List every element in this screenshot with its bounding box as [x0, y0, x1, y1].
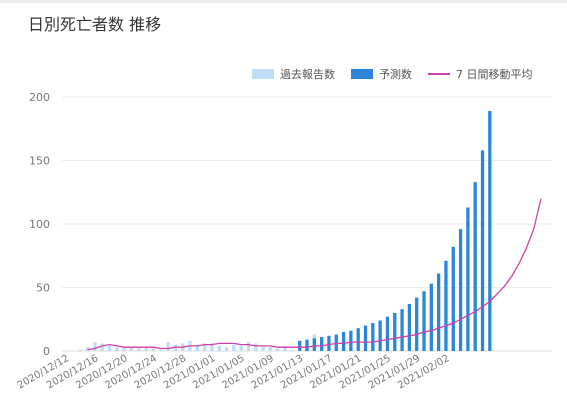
legend-item-avg[interactable]: 7 日間移動平均: [428, 66, 533, 82]
past-report-bar: [217, 345, 221, 351]
past-report-bar: [195, 344, 199, 351]
legend-label-forecast: 予測数: [379, 68, 412, 81]
forecast-bar: [371, 323, 375, 351]
past-report-bar: [232, 344, 236, 351]
past-report-bar: [224, 347, 229, 351]
past-report-bar: [151, 348, 156, 351]
y-tick-label: 0: [43, 345, 50, 358]
past-report-bar: [129, 347, 134, 351]
forecast-bar: [429, 283, 433, 351]
legend-item-past[interactable]: 過去報告数: [252, 66, 335, 82]
forecast-bar: [458, 229, 463, 351]
forecast-bar: [319, 337, 324, 351]
y-tick-label: 100: [29, 218, 50, 231]
legend-swatch-forecast: [351, 69, 373, 79]
legend: 過去報告数 予測数 7 日間移動平均: [252, 66, 533, 82]
chart-title: 日別死亡者数 推移: [28, 15, 162, 34]
forecast-bar: [341, 331, 346, 351]
past-report-bar: [283, 345, 287, 351]
forecast-bar: [473, 182, 477, 351]
y-tick-label: 150: [29, 155, 50, 168]
forecast-bar: [451, 246, 455, 351]
forecast-bar: [305, 339, 309, 351]
forecast-bar: [298, 340, 302, 351]
past-report-bar: [78, 349, 82, 351]
past-report-bar: [100, 343, 104, 351]
y-tick-label: 50: [36, 282, 50, 295]
y-tick-label: 200: [29, 91, 50, 104]
forecast-bar: [436, 273, 441, 351]
forecast-bar: [327, 335, 331, 351]
forecast-bar: [378, 320, 382, 351]
forecast-bar: [393, 312, 397, 351]
forecast-bar: [400, 309, 404, 351]
forecast-bar: [422, 291, 426, 351]
past-report-bar: [276, 348, 280, 351]
past-report-bar: [115, 347, 119, 351]
legend-label-past: 過去報告数: [280, 68, 335, 81]
forecast-bar: [385, 316, 390, 351]
past-report-bar: [144, 347, 148, 351]
past-report-bar: [268, 347, 273, 351]
past-report-bar: [166, 342, 170, 351]
past-report-bar: [290, 349, 295, 351]
past-report-bar: [261, 347, 265, 351]
past-report-bar: [239, 345, 243, 351]
past-report-bar: [122, 347, 126, 351]
legend-swatch-past: [252, 69, 274, 79]
legend-item-forecast[interactable]: 予測数: [351, 66, 412, 82]
past-report-bar: [210, 343, 214, 351]
legend-swatch-avg: [428, 73, 450, 75]
moving-average-line: [87, 198, 542, 351]
forecast-bar: [415, 297, 419, 351]
legend-label-avg: 7 日間移動平均: [456, 68, 533, 81]
forecast-bar: [312, 338, 316, 351]
past-report-bar: [93, 342, 97, 351]
past-report-bar: [107, 345, 112, 351]
past-report-bar: [137, 348, 141, 351]
top-border: [0, 0, 567, 3]
past-report-bar: [202, 343, 207, 351]
forecast-bar: [407, 304, 412, 351]
forecast-bar: [480, 150, 485, 351]
past-report-bar: [254, 343, 258, 351]
past-report-bar: [246, 342, 251, 351]
forecast-bar: [356, 328, 360, 351]
forecast-bar: [488, 110, 492, 351]
forecast-bar: [363, 325, 368, 351]
forecast-bar: [349, 330, 353, 351]
forecast-bar: [466, 207, 470, 351]
past-report-bar: [159, 349, 163, 351]
forecast-bar: [334, 334, 338, 351]
forecast-bar: [444, 260, 448, 351]
